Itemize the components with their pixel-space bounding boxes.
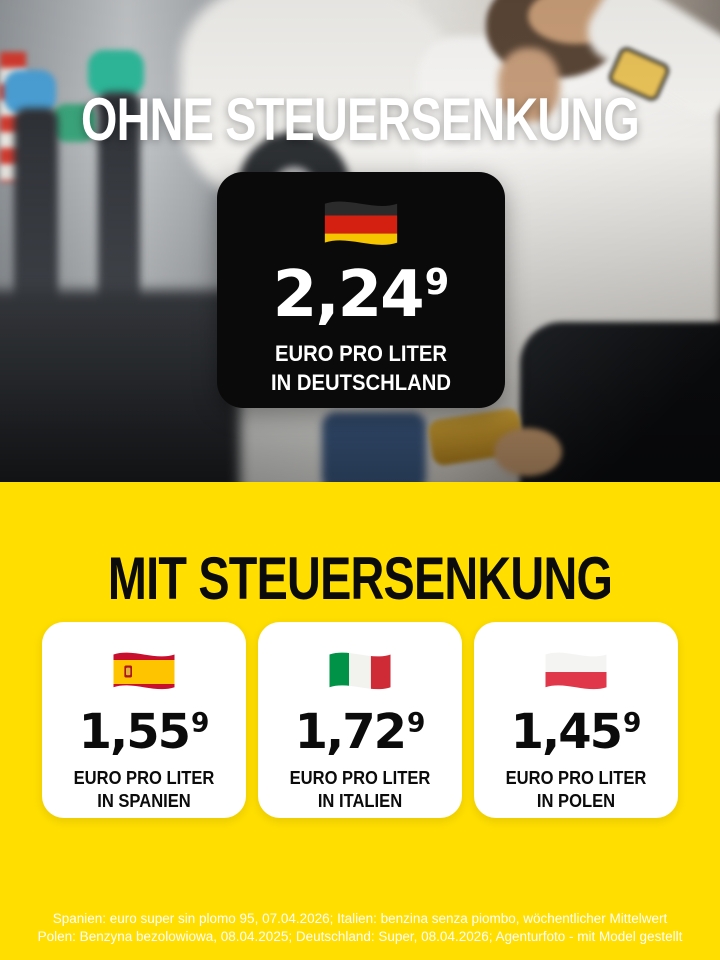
headline-without-tax-cut: OHNE STEUERSENKUNG [80, 86, 640, 153]
unit-germany-line1: EURO PRO LITER [274, 341, 448, 366]
price-germany-superscript: 9 [424, 262, 450, 304]
photo-nozzle-grip-blue [4, 70, 56, 114]
photo-man-hand-nozzle [494, 428, 562, 476]
photo-man-face [498, 48, 560, 122]
spain-flag-icon [42, 648, 246, 696]
photo-jeans-leg [322, 412, 426, 482]
price-poland: 1,459 [474, 708, 678, 756]
germany-price-card: 2,249 EURO PRO LITER IN DEUTSCHLAND [217, 172, 505, 408]
unit-italy-line2: IN ITALIEN [317, 790, 403, 811]
poland-flag-icon [474, 648, 678, 696]
headline-with-tax-cut: MIT STEUERSENKUNG [107, 545, 613, 612]
price-germany: 2,249 [217, 263, 505, 327]
photo-pump-base-dark [0, 290, 240, 482]
italy-flag-icon [258, 648, 462, 696]
price-germany-value: 2,24 [272, 258, 425, 332]
unit-italy-line1: EURO PRO LITER [289, 768, 431, 788]
country-cards-row: 1,559 EURO PRO LITER IN SPANIEN 1,729 EU… [42, 622, 678, 818]
price-poland-superscript: 9 [623, 707, 642, 739]
germany-flag-icon [217, 196, 505, 253]
price-spain-superscript: 9 [191, 707, 210, 739]
poland-price-card: 1,459 EURO PRO LITER IN POLEN [474, 622, 678, 818]
unit-poland-line1: EURO PRO LITER [505, 768, 647, 788]
italy-price-card: 1,729 EURO PRO LITER IN ITALIEN [258, 622, 462, 818]
unit-spain-line1: EURO PRO LITER [73, 768, 215, 788]
footnote-line1: Spanien: euro super sin plomo 95, 07.04.… [52, 910, 668, 926]
spain-price-card: 1,559 EURO PRO LITER IN SPANIEN [42, 622, 246, 818]
price-poland-value: 1,45 [510, 704, 623, 760]
price-italy-superscript: 9 [407, 707, 426, 739]
price-italy-value: 1,72 [294, 704, 407, 760]
photo-nozzle-body-2 [98, 92, 140, 322]
price-italy: 1,729 [258, 708, 462, 756]
photo-nozzle-grip-teal [88, 50, 144, 96]
price-spain: 1,559 [42, 708, 246, 756]
footnote-line2: Polen: Benzyna bezolowiowa, 08.04.2025; … [37, 928, 683, 944]
price-spain-value: 1,55 [78, 704, 191, 760]
unit-poland-line2: IN POLEN [536, 790, 616, 811]
unit-germany-line2: IN DEUTSCHLAND [271, 369, 451, 395]
unit-spain-line2: IN SPANIEN [97, 790, 191, 811]
footnote: Spanien: euro super sin plomo 95, 07.04.… [0, 910, 720, 946]
photo-nozzle-body-1 [14, 108, 58, 318]
photo-nozzle-grip-green [52, 104, 96, 142]
